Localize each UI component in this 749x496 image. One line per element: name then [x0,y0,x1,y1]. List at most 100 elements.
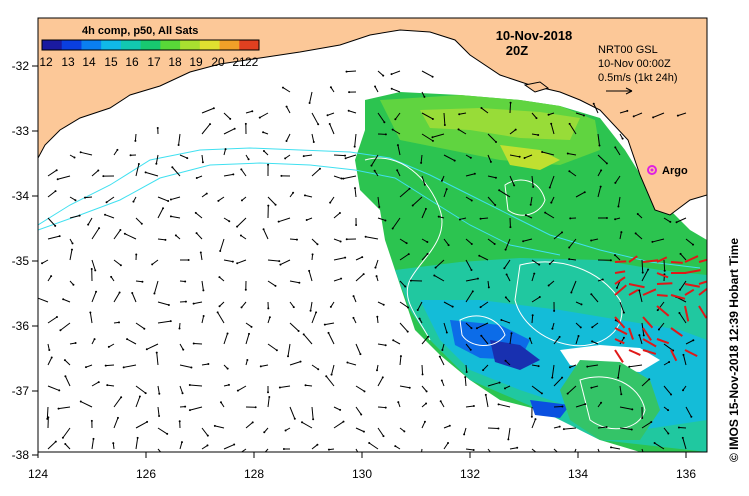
current-arrow-head [247,158,250,161]
current-arrow-head [84,366,87,369]
current-arrow-head [591,326,594,329]
current-arrow-head [344,157,347,160]
current-arrow-head [632,115,635,118]
current-arrow-head [423,420,426,423]
current-arrow [654,442,665,450]
x-tick-130: 130 [352,467,372,481]
current-arrow [47,385,60,391]
current-arrow-head [312,140,315,143]
coast-island [523,81,550,93]
current-arrow [196,232,203,240]
current-arrow-head [92,437,95,440]
current-arrow [126,338,137,345]
current-arrow-head [427,335,430,338]
current-arrow-head [192,342,195,345]
current-arrow [485,394,489,408]
current-arrow-head [437,215,440,218]
current-arrow [64,376,71,387]
current-arrow-head [90,419,93,422]
current-arrow [69,215,80,219]
current-arrow [481,107,489,114]
current-arrow [399,385,410,389]
current-arrow-head [390,87,393,90]
current-arrow [201,427,209,436]
current-arrow-head [384,133,387,136]
current-arrow-head [503,387,506,390]
current-arrow-head [218,276,221,279]
current-arrow-head [668,360,671,363]
legend-label-16: 16 [125,55,139,69]
current-arrow-head [538,263,541,266]
current-arrow [201,154,204,163]
x-tick-134: 134 [568,467,588,481]
current-arrow-head [302,333,305,336]
current-arrow [289,361,301,366]
current-arrow [421,238,428,243]
current-arrow-head [494,204,497,207]
current-arrow-head [441,349,444,352]
current-arrow [91,259,96,271]
current-arrow [135,421,148,429]
current-arrow-head [507,438,510,441]
current-arrow-head [590,293,593,296]
current-arrow-head [104,213,107,216]
current-arrow-head [232,173,235,176]
current-arrow-head [236,262,239,265]
current-arrow [563,427,577,430]
current-arrow-head [352,316,355,319]
current-arrow-head [166,432,169,435]
current-arrow-head [219,250,222,253]
current-arrow [245,110,253,114]
fast-current-arrow [656,294,668,297]
current-arrow-head [537,133,540,136]
current-arrow [619,427,632,430]
current-arrow [377,427,384,437]
current-arrow [523,238,533,242]
current-arrow-head [548,262,551,265]
current-arrow-head [59,329,62,332]
sst-field [355,92,707,452]
current-arrow-head [54,190,57,193]
current-arrow [374,259,379,268]
current-arrow-head [470,268,473,271]
current-arrow [591,322,599,328]
current-arrow [421,253,428,261]
current-arrow [509,129,516,135]
current-arrow-head [292,306,295,309]
current-arrow-head [628,365,631,368]
current-arrow-head [363,390,366,393]
current-arrow [333,238,341,242]
current-arrow-head [598,144,601,147]
current-arrow-head [479,217,482,220]
current-arrow [157,406,160,417]
current-arrow-head [541,150,544,153]
current-arrow-head [339,408,342,411]
current-arrow-head [434,266,437,269]
current-arrow-head [407,306,410,309]
current-arrow [641,269,649,282]
current-arrow-head [87,223,90,226]
current-arrow [417,301,423,311]
current-arrow [480,301,489,308]
legend-swatch [180,40,201,50]
current-arrow-head [634,232,637,235]
current-arrow [641,448,644,452]
current-arrow [501,319,511,324]
current-arrow-head [568,170,571,173]
current-arrow [487,154,492,163]
current-arrow [652,238,665,243]
current-arrow [260,364,269,367]
current-arrow-head [258,116,261,119]
current-arrow-head [529,203,532,206]
ssh-contours [38,147,701,269]
current-arrow [189,406,203,411]
current-arrow [480,335,489,345]
current-arrow-head [583,191,586,194]
current-arrow [619,110,628,114]
current-arrow [47,316,58,324]
current-arrow [597,170,602,177]
current-arrow-head [353,145,356,148]
current-arrow [200,252,203,261]
current-arrow-head [384,406,387,409]
current-arrow [531,175,534,187]
